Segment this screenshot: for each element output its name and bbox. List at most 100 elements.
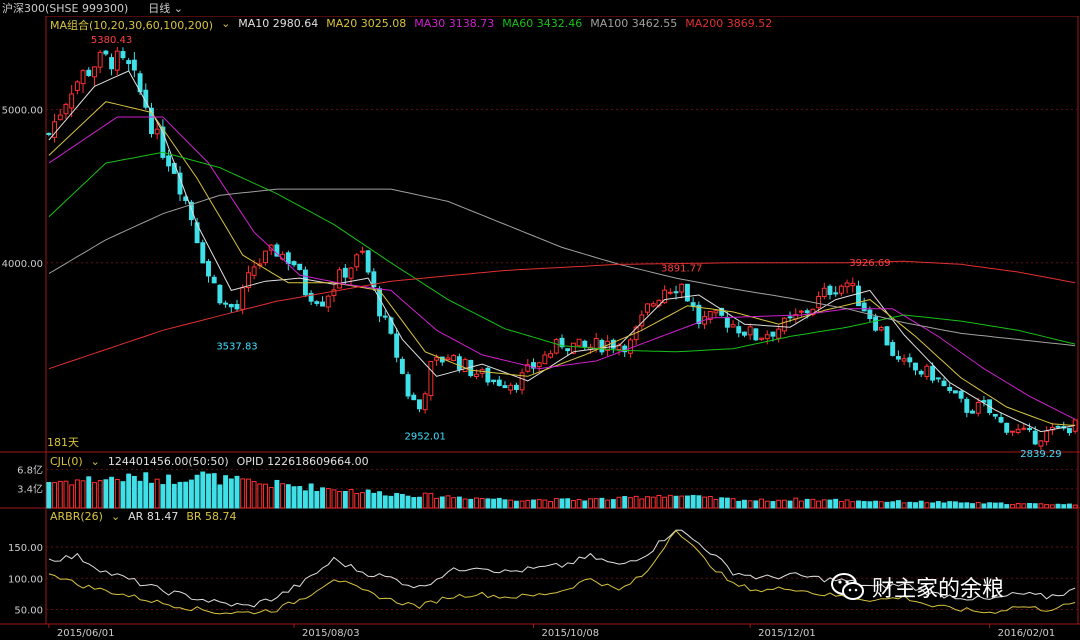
volume-bar	[958, 502, 964, 509]
volume-bar	[1066, 503, 1072, 509]
candle-body	[553, 339, 559, 354]
chevron-down-icon: ⌄	[110, 510, 121, 523]
volume-bar	[263, 483, 268, 509]
candle-body	[69, 93, 75, 109]
ma-legend[interactable]: MA组合(10,20,30,60,100,200) ⌄ MA10 2980.64…	[50, 17, 772, 33]
volume-bar	[354, 492, 360, 509]
volume-bar	[559, 498, 565, 509]
chart-frame	[45, 15, 1079, 625]
volume-bar	[183, 481, 189, 509]
candle-body	[508, 384, 514, 391]
volume-bar	[382, 495, 388, 509]
candle-body	[724, 316, 730, 328]
symbol-label[interactable]: 沪深300(SHSE 999300)	[2, 2, 129, 15]
volume-bar	[696, 495, 702, 509]
candle-body	[821, 287, 827, 297]
volume-bar	[582, 500, 588, 509]
candle-body	[1055, 425, 1061, 428]
candle-body	[251, 266, 257, 276]
arbr-legend[interactable]: ARBR(26) ⌄ AR 81.47 BR 58.74	[50, 510, 237, 523]
candle-body	[975, 401, 981, 414]
volume-bar	[690, 494, 696, 509]
volume-bar	[588, 498, 593, 509]
candle-body	[844, 282, 850, 288]
candle-body	[838, 285, 844, 294]
candle-body	[422, 393, 428, 411]
candle-body	[46, 132, 52, 135]
arbr-legend-name: ARBR(26)	[50, 510, 103, 523]
volume-bar	[188, 479, 194, 509]
volume-bar	[80, 480, 86, 509]
period-label: 日线	[148, 2, 171, 15]
price-annotation: 3891.77	[661, 263, 702, 274]
candle-body	[382, 315, 388, 318]
volume-bar	[576, 498, 582, 509]
candle-body	[331, 289, 337, 296]
volume-tick-label: 6.8亿	[17, 463, 43, 476]
candle-body	[1032, 430, 1038, 445]
volume-legend-item-1: OPID 122618609664.00	[236, 455, 369, 468]
br-line	[48, 529, 1076, 615]
volume-bar	[103, 479, 109, 509]
candle-body	[206, 260, 211, 277]
volume-bar	[793, 497, 799, 509]
candle-body	[924, 365, 930, 377]
volume-bar	[867, 501, 873, 509]
volume-bar	[74, 479, 80, 509]
volume-bar	[679, 495, 685, 509]
volume-bar	[810, 498, 816, 509]
volume-bar	[770, 501, 776, 509]
volume-bar	[781, 499, 787, 509]
candle-body	[1015, 428, 1021, 433]
ma-line-ma30	[48, 116, 1076, 420]
volume-bar	[639, 498, 645, 509]
candle-body	[913, 362, 918, 371]
volume-bar	[633, 495, 639, 509]
volume-bar	[69, 484, 75, 509]
candle-body	[610, 339, 616, 349]
candle-body	[781, 317, 787, 332]
price-annotation: 3537.83	[216, 342, 257, 353]
candle-body	[388, 317, 394, 334]
volume-bar	[371, 492, 377, 509]
candle-body	[217, 284, 223, 304]
volume-legend[interactable]: CJL(0) ⌄ 124401456.00(50:50) OPID 1226186…	[50, 455, 369, 468]
volume-bar	[46, 481, 52, 509]
candle-body	[570, 342, 576, 354]
volume-bar	[439, 496, 445, 509]
volume-bar	[821, 499, 827, 509]
volume-bar	[468, 498, 474, 509]
volume-bar	[861, 501, 867, 509]
x-tick-label: 2015/10/08	[541, 628, 599, 639]
candle-body	[736, 326, 742, 334]
candle-body	[513, 384, 519, 390]
volume-bar	[947, 501, 953, 509]
candle-body	[958, 390, 964, 399]
candle-body	[890, 342, 896, 356]
volume-bar	[759, 498, 765, 509]
volume-bar	[531, 499, 536, 509]
volume-bar	[57, 480, 63, 509]
volume-bar	[200, 471, 206, 509]
candle-body	[941, 380, 947, 387]
volume-bar	[234, 475, 240, 509]
period-selector[interactable]: 日线 ⌄	[148, 0, 183, 16]
ma-legend-item-0: MA10 2980.64	[238, 17, 319, 30]
volume-bar	[816, 500, 822, 509]
volume-bar	[833, 498, 839, 509]
volume-bar	[616, 496, 622, 509]
volume-bar	[160, 484, 166, 509]
candle-body	[582, 340, 588, 348]
candle-body	[935, 377, 941, 380]
candle-body	[154, 128, 160, 135]
volume-bar	[462, 498, 468, 509]
candle-body	[428, 360, 434, 397]
candle-body	[496, 379, 502, 386]
arbr-tick-label: 50.00	[14, 606, 43, 617]
volume-bar	[422, 492, 428, 509]
candle-body	[759, 337, 765, 340]
volume-bar	[895, 500, 901, 509]
volume-bar	[536, 499, 542, 509]
candle-body	[462, 359, 468, 372]
